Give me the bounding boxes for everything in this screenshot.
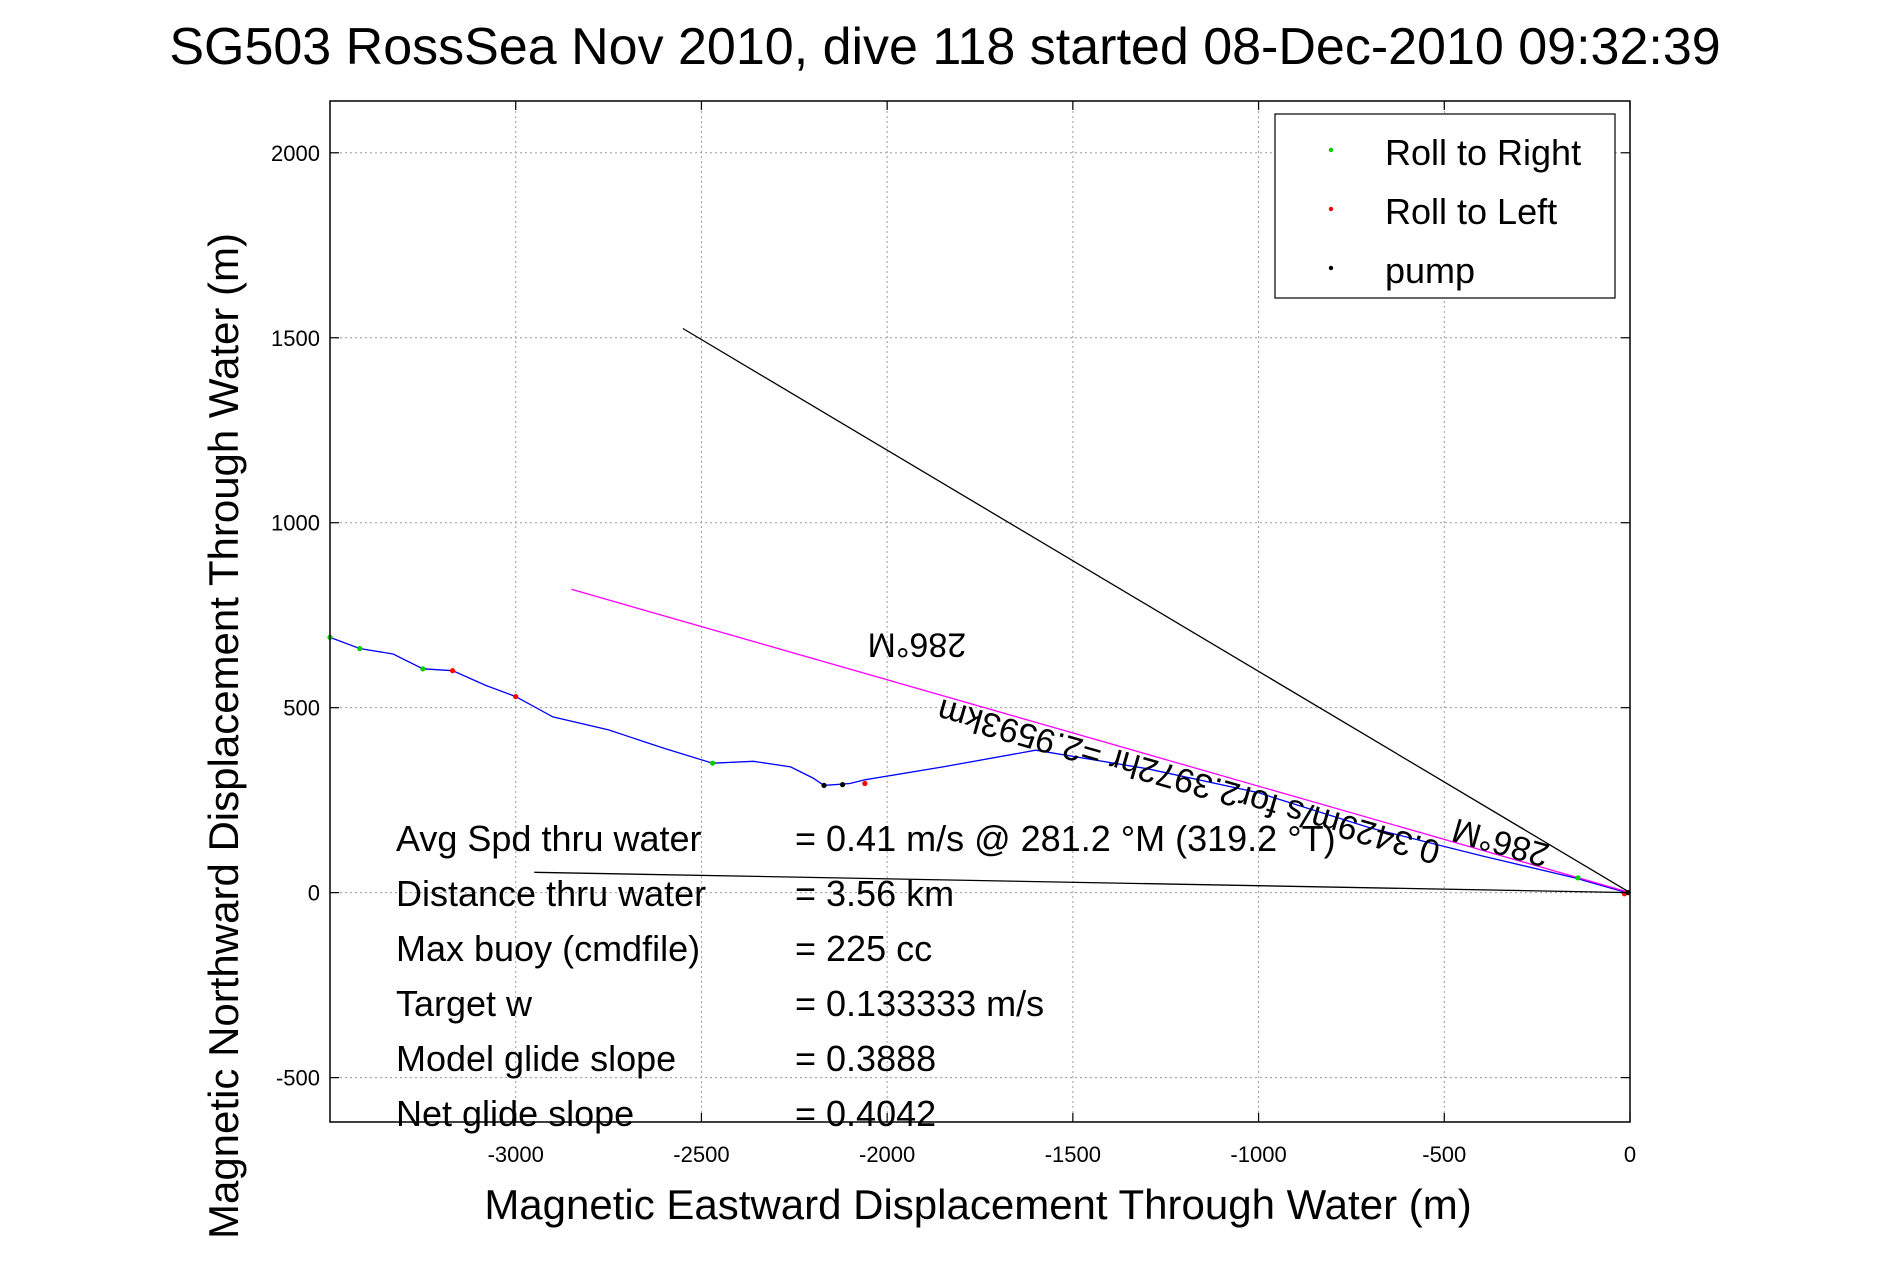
axes-frame bbox=[329, 100, 1631, 1123]
roll-right-marker bbox=[709, 760, 716, 766]
plot-annotation: 286°M bbox=[868, 626, 967, 664]
y-tick-label: 1000 bbox=[271, 511, 320, 536]
y-tick-label: 1500 bbox=[271, 326, 320, 351]
roll-right-marker bbox=[357, 645, 363, 652]
stat-label: Distance thru water bbox=[396, 873, 706, 914]
stat-value: = 0.133333 m/s bbox=[795, 983, 1044, 1024]
x-tick-label: 0 bbox=[1624, 1142, 1636, 1167]
stat-value: = 3.56 km bbox=[795, 873, 954, 914]
stat-value: = 0.4042 bbox=[795, 1093, 936, 1134]
stat-label: Max buoy (cmdfile) bbox=[396, 928, 700, 969]
stat-value: = 0.3888 bbox=[795, 1038, 936, 1079]
y-tick-label: 500 bbox=[283, 696, 320, 721]
x-tick-label: -1000 bbox=[1230, 1142, 1286, 1167]
legend-marker bbox=[1328, 265, 1334, 271]
x-tick-label: -2500 bbox=[673, 1142, 729, 1167]
legend-marker bbox=[1328, 206, 1334, 212]
stat-label: Net glide slope bbox=[396, 1093, 634, 1134]
roll-right-marker bbox=[1575, 875, 1581, 881]
x-tick-label: -3000 bbox=[488, 1142, 544, 1167]
series-reference-line-1-line bbox=[682, 327, 1631, 894]
legend-label: Roll to Left bbox=[1385, 191, 1557, 232]
y-axis-label: Magnetic Northward Displacement Through … bbox=[200, 233, 247, 1239]
stat-label: Avg Spd thru water bbox=[396, 818, 702, 859]
axis-ticks: -3000 -2500 -2000 -1500 -1000 -500 0 -500 0 500 10… bbox=[271, 101, 1636, 1167]
stat-value: = 225 cc bbox=[795, 928, 932, 969]
roll-left-marker bbox=[862, 780, 868, 787]
y-tick-label: 0 bbox=[308, 881, 320, 906]
x-tick-label: -500 bbox=[1422, 1142, 1466, 1167]
legend: Roll to Right Roll to Left pump bbox=[1274, 113, 1616, 299]
series-heading-line-line bbox=[571, 588, 1631, 894]
chart-title: SG503 RossSea Nov 2010, dive 118 started… bbox=[169, 18, 1720, 76]
stat-label: Model glide slope bbox=[396, 1038, 676, 1079]
legend-marker bbox=[1328, 147, 1334, 153]
stat-value: = 0.41 m/s @ 281.2 °M (319.2 °T) bbox=[795, 818, 1336, 859]
roll-right-marker bbox=[420, 666, 426, 672]
grid bbox=[330, 101, 1630, 1122]
plot-data bbox=[327, 327, 1631, 897]
legend-label: pump bbox=[1385, 250, 1475, 291]
x-tick-label: -2000 bbox=[859, 1142, 915, 1167]
legend-label: Roll to Right bbox=[1385, 132, 1581, 173]
y-tick-label: 2000 bbox=[271, 141, 320, 166]
pump-marker bbox=[821, 782, 827, 788]
y-tick-label: -500 bbox=[276, 1066, 320, 1091]
stat-label: Target w bbox=[396, 983, 533, 1024]
series-track-line bbox=[329, 636, 1631, 894]
x-axis-label: Magnetic Eastward Displacement Through W… bbox=[484, 1181, 1471, 1228]
roll-left-marker bbox=[513, 693, 519, 700]
dive-statistics: Avg Spd thru water = 0.41 m/s @ 281.2 °M … bbox=[396, 818, 1336, 1134]
series-reference-line-2-line bbox=[534, 871, 1631, 894]
x-tick-label: -1500 bbox=[1045, 1142, 1101, 1167]
pump-marker bbox=[839, 782, 846, 788]
roll-left-marker bbox=[449, 668, 456, 674]
